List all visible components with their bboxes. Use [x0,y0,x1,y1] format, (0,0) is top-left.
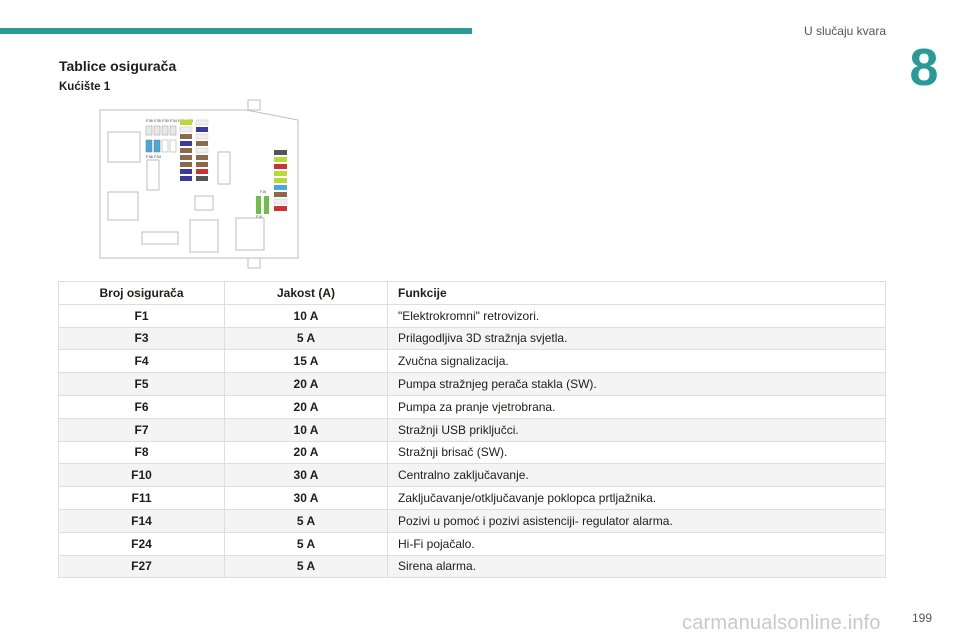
table-row: F27 5 A Sirena alarma. [58,554,886,579]
fuse-function: Zaključavanje/otključavanje poklopca prt… [387,486,886,510]
fuse-function: "Elektrokromni" retrovizori. [387,303,886,328]
fuse-number: F1 [58,303,225,328]
fuse-amperage: 30 A [224,486,388,510]
fuse-number: F4 [58,349,225,374]
table-row: F7 10 A Stražnji USB priključci. [58,417,886,442]
table-row: F14 5 A Pozivi u pomoć i pozivi asistencij… [58,508,886,533]
fuse-amperage: 10 A [224,303,388,328]
fuse-amperage: 20 A [224,394,388,419]
table-row: F3 5 A Prilagodljiva 3D stražnja svjetla. [58,326,886,351]
fuse-amperage: 20 A [224,372,388,396]
fuse-function: Pozivi u pomoć i pozivi asistenciji- reg… [387,508,886,533]
fuse-amperage: 5 A [224,508,388,533]
fuse-table: Broj osigurača Jakost (A) Funkcije F1 10 … [58,281,886,579]
table-row: F5 20 A Pumpa stražnjeg perača stakla (SW)… [58,372,886,396]
fuse-function: Zvučna signalizacija. [387,349,886,374]
table-row: F4 15 A Zvučna signalizacija. [58,349,886,374]
diagram-side-label-top: F16 [260,190,266,194]
table-header-row: Broj osigurača Jakost (A) Funkcije [58,281,886,305]
header-fuse-number: Broj osigurača [58,281,225,305]
table-row: F1 10 A "Elektrokromni" retrovizori. [58,303,886,328]
fuse-box-diagram: F36 F35 F30 F34 F32 F33 F36 F34 F16 F10 [99,99,299,269]
header-accent-bar [0,28,472,34]
fuse-amperage: 10 A [224,417,388,442]
diagram-left-labels: F36 F34 [146,154,162,159]
table-row: F24 5 A Hi-Fi pojačalo. [58,531,886,556]
fuse-function: Prilagodljiva 3D stražnja svjetla. [387,326,886,351]
fuse-number: F27 [58,554,225,579]
chapter-number: 8 [909,39,939,97]
section-title: Tablice osigurača [59,58,177,74]
fuse-amperage: 15 A [224,349,388,374]
fuse-number: F24 [58,531,225,556]
diagram-top-labels: F36 F35 F30 F34 F32 F33 [146,118,194,123]
fuse-function: Pumpa stražnjeg perača stakla (SW). [387,372,886,396]
fuse-function: Pumpa za pranje vjetrobrana. [387,394,886,419]
fuse-function: Stražnji brisač (SW). [387,440,886,465]
fuse-amperage: 30 A [224,463,388,488]
running-head: U slučaju kvara [803,24,886,38]
fuse-amperage: 5 A [224,531,388,556]
fuse-function: Sirena alarma. [387,554,886,579]
fuse-function: Hi-Fi pojačalo. [387,531,886,556]
fuse-function: Stražnji USB priključci. [387,417,886,442]
header-functions: Funkcije [387,281,886,305]
header-amperage: Jakost (A) [224,281,388,305]
fuse-function: Centralno zaključavanje. [387,463,886,488]
table-row: F6 20 A Pumpa za pranje vjetrobrana. [58,394,886,419]
subsection-title: Kućište 1 [59,81,111,93]
fuse-number: F7 [58,417,225,442]
fuse-number: F14 [58,508,225,533]
table-row: F8 20 A Stražnji brisač (SW). [58,440,886,465]
fuse-number: F5 [58,372,225,396]
table-row: F10 30 A Centralno zaključavanje. [58,463,886,488]
watermark: carmanualsonline.info [682,612,881,634]
fuse-number: F3 [58,326,225,351]
diagram-side-label-bottom: F10 [256,215,262,219]
fuse-number: F8 [58,440,225,465]
fuse-number: F10 [58,463,225,488]
fuse-number: F6 [58,394,225,419]
page-number: 199 [911,611,932,625]
fuse-amperage: 20 A [224,440,388,465]
fuse-number: F11 [58,486,225,510]
fuse-amperage: 5 A [224,326,388,351]
fuse-amperage: 5 A [224,554,388,579]
table-row: F11 30 A Zaključavanje/otključavanje poklo… [58,486,886,510]
